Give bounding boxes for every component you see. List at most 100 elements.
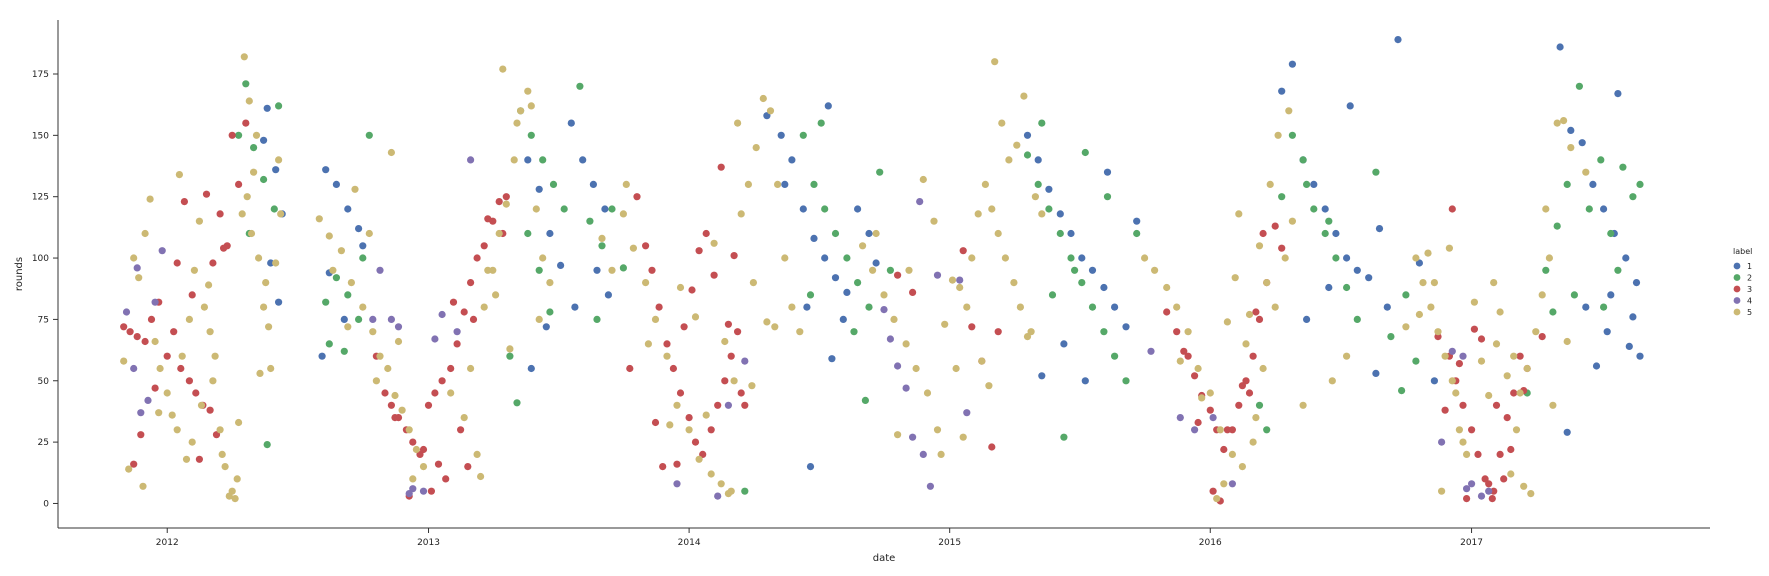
- point-series-3: [714, 401, 722, 409]
- point-series-1: [1578, 139, 1586, 147]
- point-series-5: [959, 433, 967, 441]
- point-series-5: [524, 87, 532, 95]
- point-series-5: [691, 313, 700, 321]
- point-series-1: [1415, 259, 1423, 267]
- point-series-1: [810, 234, 818, 242]
- point-series-5: [1560, 117, 1568, 125]
- point-series-2: [263, 441, 271, 449]
- point-series-3: [177, 364, 185, 373]
- point-series-4: [133, 264, 141, 272]
- point-series-5: [1452, 389, 1460, 397]
- point-series-5: [139, 482, 147, 490]
- point-series-2: [854, 279, 862, 287]
- point-series-5: [1238, 463, 1246, 471]
- point-series-2: [831, 229, 840, 238]
- point-series-5: [651, 315, 660, 323]
- point-series-2: [1288, 131, 1296, 139]
- point-series-3: [1510, 389, 1518, 397]
- point-series-1: [799, 205, 807, 213]
- point-series-3: [1474, 450, 1482, 458]
- legend-entry-3: 3: [1747, 285, 1752, 294]
- x-tick-label: 2017: [1460, 538, 1483, 548]
- point-series-5: [185, 315, 193, 323]
- x-tick-label: 2012: [156, 538, 179, 548]
- point-series-5: [869, 266, 877, 274]
- point-series-5: [1176, 357, 1184, 365]
- point-series-3: [228, 131, 236, 139]
- point-series-1: [535, 185, 543, 193]
- point-series-5: [405, 426, 413, 434]
- point-series-5: [265, 323, 273, 331]
- point-series-3: [480, 242, 488, 250]
- point-series-4: [894, 362, 902, 370]
- point-series-1: [1582, 303, 1590, 311]
- point-series-5: [1496, 308, 1504, 316]
- point-series-5: [890, 315, 898, 323]
- point-series-5: [1490, 279, 1498, 287]
- point-series-5: [1448, 377, 1456, 385]
- point-series-5: [168, 411, 176, 419]
- point-series-3: [173, 259, 181, 267]
- point-series-5: [774, 180, 782, 188]
- point-series-3: [206, 406, 214, 414]
- point-series-3: [1485, 480, 1493, 488]
- point-series-5: [763, 318, 771, 326]
- point-series-4: [714, 492, 722, 500]
- point-series-2: [549, 180, 558, 188]
- data-points: [120, 36, 1644, 505]
- point-series-5: [1538, 291, 1546, 299]
- point-series-5: [1281, 254, 1289, 262]
- point-series-1: [1310, 180, 1318, 188]
- point-series-2: [1023, 151, 1032, 159]
- point-series-1: [1278, 87, 1286, 95]
- point-series-5: [1216, 426, 1224, 434]
- point-series-4: [1463, 485, 1471, 493]
- point-series-3: [1448, 205, 1456, 213]
- x-tick-label: 2015: [938, 538, 961, 548]
- point-series-3: [409, 438, 417, 446]
- point-series-5: [205, 281, 213, 289]
- point-series-1: [1288, 60, 1296, 68]
- point-series-1: [601, 205, 609, 213]
- point-series-1: [1629, 313, 1637, 321]
- point-series-4: [926, 482, 935, 490]
- point-series-4: [1147, 347, 1155, 355]
- point-series-1: [1394, 36, 1402, 44]
- point-series-1: [1034, 156, 1042, 164]
- point-series-5: [710, 239, 718, 247]
- point-series-3: [1163, 308, 1171, 316]
- point-series-1: [1332, 229, 1340, 238]
- point-series-3: [707, 426, 715, 434]
- point-series-2: [560, 205, 568, 213]
- point-series-2: [1111, 352, 1119, 360]
- point-series-2: [506, 352, 514, 360]
- point-series-3: [195, 455, 203, 463]
- point-series-1: [854, 205, 862, 213]
- point-series-2: [355, 315, 363, 323]
- point-series-1: [571, 303, 579, 311]
- legend-entry-2: 2: [1747, 274, 1752, 283]
- point-series-3: [721, 377, 729, 385]
- point-series-5: [372, 377, 380, 385]
- point-series-5: [1441, 352, 1449, 360]
- point-series-2: [359, 254, 367, 262]
- point-series-5: [238, 210, 246, 218]
- point-series-5: [902, 340, 910, 348]
- point-series-3: [449, 298, 458, 306]
- point-series-3: [1238, 382, 1246, 390]
- point-series-5: [968, 254, 976, 262]
- point-series-5: [344, 323, 352, 331]
- point-series-2: [527, 131, 535, 139]
- point-series-1: [828, 355, 836, 363]
- point-series-1: [781, 180, 789, 188]
- point-series-5: [629, 244, 638, 252]
- point-series-5: [1430, 279, 1438, 287]
- point-series-3: [431, 389, 439, 397]
- point-series-2: [1597, 156, 1605, 164]
- point-series-5: [663, 352, 671, 360]
- point-series-2: [1563, 180, 1571, 188]
- point-series-2: [1353, 315, 1361, 323]
- point-series-1: [1556, 43, 1564, 51]
- point-series-5: [359, 303, 367, 311]
- point-series-5: [1343, 352, 1351, 360]
